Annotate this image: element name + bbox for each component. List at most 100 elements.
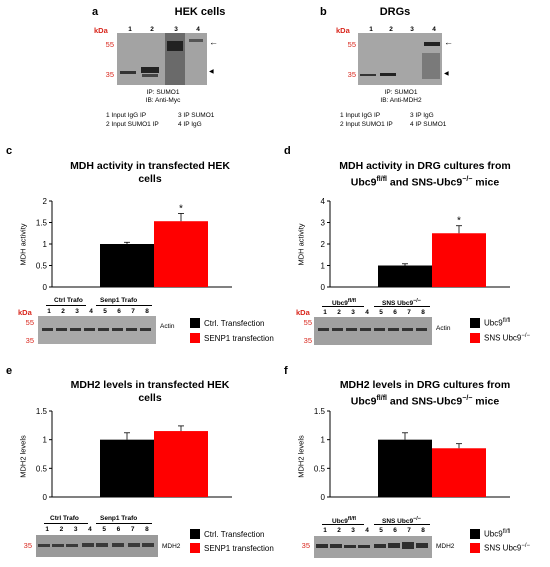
lane-label: 3 (75, 308, 79, 315)
y-tick-label: 0.5 (36, 262, 48, 271)
lane-label: 2 (150, 26, 154, 33)
y-tick-label: 0.5 (36, 464, 48, 473)
lane-label: 1 (128, 26, 132, 33)
lane-label: 3 (351, 309, 355, 316)
lane-label: 5 (102, 526, 106, 533)
mw-marker: 35 (105, 70, 114, 79)
group-bracket (322, 306, 364, 307)
arrowhead-icon: ◀ (209, 69, 214, 75)
panel-c-title: MDH activity in transfected HEK cells (70, 160, 230, 185)
panel-b-letter: b (320, 6, 327, 18)
western-blot-b (358, 33, 442, 85)
significance-star: * (179, 203, 183, 214)
lane-label: 8 (145, 308, 149, 315)
bar (100, 244, 154, 287)
lane-labels: 1 2 3 4 5 6 7 8 (318, 309, 430, 316)
panel-a-title: HEK cells (174, 6, 226, 18)
lane-labels: 1 2 3 4 5 6 7 8 (318, 527, 430, 534)
band-label: MDH2 (436, 543, 455, 550)
group-bracket (374, 306, 430, 307)
group-label: Ubc9fl/fl (332, 298, 357, 308)
group-label: Ubc9fl/fl (332, 516, 357, 526)
lane-label: 2 (61, 308, 65, 315)
bar (100, 439, 154, 497)
mw-marker: 55 (105, 40, 114, 49)
lane-label: 7 (407, 309, 411, 316)
panel-a-kda: kDa (94, 26, 108, 35)
panel-b-title: DRGs (379, 6, 411, 18)
lane-label: 7 (131, 308, 135, 315)
band-label: Actin (436, 325, 451, 332)
blot-c-kda: kDa (18, 308, 32, 317)
lane-label: 1 (369, 26, 373, 33)
mw-marker: 55 (303, 318, 312, 327)
ib-label: IB: Anti-Myc (145, 97, 181, 104)
y-tick-label: 2 (43, 197, 48, 206)
lane-label: 1 (323, 527, 327, 534)
lane-label: 3 (351, 527, 355, 534)
panel-e-letter: e (6, 365, 13, 377)
y-tick-label: 1 (321, 436, 326, 445)
blot-d-kda: kDa (296, 308, 310, 317)
lane-label: 2 (337, 527, 341, 534)
western-blot-a (117, 33, 207, 85)
lane-label: 4 (196, 26, 200, 33)
bar (432, 448, 486, 497)
lane-label: 8 (421, 527, 425, 534)
panel-b-kda: kDa (336, 26, 350, 35)
bar (154, 221, 208, 287)
bar (378, 439, 432, 497)
western-blot-c (38, 316, 156, 344)
panel-a-letter: a (92, 6, 99, 18)
lane-label: 8 (421, 309, 425, 316)
panel-f-title: MDH2 levels in DRG cultures from Ubc9fl/… (339, 379, 511, 408)
legend-item-treat: SNS Ubc9−/− (470, 333, 530, 343)
panel-d-title: MDH activity in DRG cultures from Ubc9fl… (339, 160, 511, 189)
group-bracket (44, 523, 88, 524)
mw-marker: 35 (301, 541, 310, 550)
lane-label: 6 (116, 526, 121, 533)
y-tick-label: 1.5 (36, 407, 48, 416)
panel-f-letter: f (284, 365, 288, 377)
lane-label: 7 (130, 526, 135, 533)
y-tick-label: 1 (321, 262, 326, 271)
y-tick-label: 4 (321, 197, 326, 206)
mw-marker: 35 (347, 70, 356, 79)
lane-label: 1 (45, 526, 49, 533)
y-tick-label: 1.5 (36, 219, 48, 228)
legend-text: 4 IP SUMO1 (410, 121, 447, 128)
y-tick-label: 1 (43, 240, 48, 249)
group-bracket (322, 524, 364, 525)
group-label: SNS Ubc9−/− (382, 298, 421, 308)
y-tick-label: 3 (321, 219, 326, 228)
legend-text: 1 Input IgG IP (106, 112, 147, 119)
group-label: Senp1 Trafo (100, 297, 138, 304)
y-tick-label: 1.5 (314, 407, 326, 416)
group-bracket (96, 305, 152, 306)
lane-label: 5 (379, 309, 383, 316)
legend-text: 1 Input IgG IP (340, 112, 381, 119)
y-tick-label: 0 (321, 493, 326, 502)
bar (378, 265, 432, 287)
lane-label: 6 (117, 308, 121, 315)
lane-label: 2 (337, 309, 341, 316)
lane-label: 3 (174, 26, 178, 33)
y-tick-label: 0 (43, 493, 48, 502)
band-label: MDH2 (162, 543, 181, 550)
lane-labels: 1 2 3 4 5 6 7 8 (42, 308, 154, 315)
lane-label: 1 (47, 308, 51, 315)
western-blot-e (36, 535, 158, 557)
significance-star: * (457, 216, 461, 227)
legend-text: 2 Input SUMO1 IP (106, 121, 159, 128)
mw-marker: 35 (25, 336, 34, 345)
band-label: Actin (160, 323, 175, 330)
arrowhead-icon: ◀ (444, 71, 449, 77)
arrow-icon: ← (209, 37, 218, 47)
lane-label: 5 (379, 527, 383, 534)
lane-label: 2 (389, 26, 393, 33)
legend-item-ctrl: Ubc9fl/fl (470, 318, 510, 328)
lane-label: 3 (410, 26, 414, 33)
lane-labels: 1 2 3 4 5 6 7 8 (40, 526, 154, 533)
legend-text: 4 IP IgG (178, 121, 202, 128)
y-tick-label: 2 (321, 240, 326, 249)
